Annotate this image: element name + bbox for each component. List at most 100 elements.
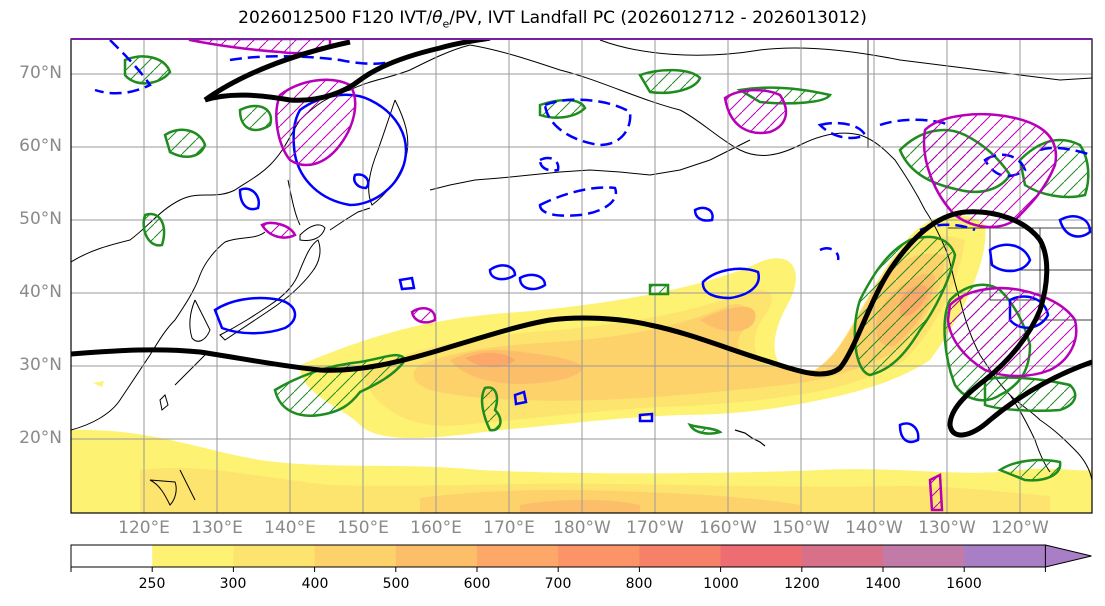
ivt-band-south-500 <box>520 499 640 513</box>
coast-aleutians <box>429 139 751 191</box>
colorbar-segment <box>720 545 803 567</box>
lon-label-140w: 140°W <box>845 518 903 538</box>
pv-magenta-8 <box>928 473 944 512</box>
pv-blue-13 <box>353 173 370 190</box>
coast-china <box>71 231 266 431</box>
theta-e-region-3 <box>853 235 957 377</box>
pv-blue-15 <box>638 412 654 423</box>
colorbar-segment <box>152 545 234 567</box>
colorbar-segment <box>964 545 1046 567</box>
theta-e-region-16 <box>687 422 723 435</box>
lon-label-130w: 130°W <box>918 518 976 538</box>
ivt-colorbar <box>70 544 1092 572</box>
pv-blue-7 <box>693 206 714 222</box>
philippines <box>149 469 196 506</box>
colorbar-segment <box>314 545 397 567</box>
pv-blue-5 <box>518 273 547 291</box>
pv-magenta-contours <box>188 39 1078 512</box>
pv-blue-12 <box>238 187 261 211</box>
colorbar-segment <box>71 545 153 567</box>
colorbar-label-400: 400 <box>301 576 329 592</box>
pv-blue-9 <box>988 243 1032 273</box>
hawaii <box>734 429 766 447</box>
theta-e-region-15 <box>997 458 1062 482</box>
figure-title: 2026012500 F120 IVT/θe/PV, IVT Landfall … <box>238 8 867 31</box>
ivt-landfall-pc-line <box>71 39 1092 438</box>
colorbar-segment <box>395 545 478 567</box>
lon-label-130e: 130°E <box>191 518 243 538</box>
taiwan <box>159 394 169 411</box>
colorbar-segment <box>233 545 316 567</box>
pc-line-northwest <box>203 39 351 103</box>
lon-label-120w: 120°W <box>991 518 1049 538</box>
pv-blue-2 <box>213 296 297 335</box>
colorbar-label-1000: 1000 <box>703 576 739 592</box>
pv-blue-3 <box>701 267 761 300</box>
colorbar-label-600: 600 <box>463 576 491 592</box>
pv-magenta-3 <box>922 112 1058 229</box>
theta-e-region-2 <box>480 386 502 432</box>
lon-label-160e: 160°E <box>410 518 462 538</box>
coast-hokkaido <box>299 224 326 241</box>
lon-label-150e: 150°E <box>337 518 389 538</box>
colorbar-label-250: 250 <box>138 576 166 592</box>
colorbar-segment <box>477 545 559 567</box>
colorbar-label-300: 300 <box>219 576 247 592</box>
theta-e-region-11 <box>238 104 273 132</box>
coast-sakhalin <box>287 179 301 226</box>
pv-blue-4 <box>488 264 517 281</box>
pc-line-main <box>71 209 1092 438</box>
ryukyu <box>174 354 206 386</box>
theta-e-region-14 <box>142 212 166 247</box>
pv-magenta-4 <box>946 286 1078 378</box>
pv-blue-6 <box>398 276 416 291</box>
coast-alaska <box>469 44 926 211</box>
ivt-band-north-600 <box>465 352 515 368</box>
lon-label-140e: 140°E <box>264 518 316 538</box>
colorbar-label-1400: 1400 <box>865 576 901 592</box>
coast-japan <box>219 239 321 341</box>
theta-e-region-12 <box>123 55 172 85</box>
pv-blue-dashed-1 <box>538 186 618 217</box>
colorbar-segment <box>558 545 640 567</box>
lat-label-60n: 60°N <box>19 136 62 156</box>
coast-kamchatka <box>368 99 409 206</box>
pv-blue-dashed-4 <box>817 121 867 140</box>
coast-korea <box>189 299 211 342</box>
pv-blue-dashed-8 <box>94 39 152 95</box>
pv-blue-dashed-10 <box>819 247 840 261</box>
lat-label-30n: 30°N <box>19 355 62 375</box>
colorbar-label-1200: 1200 <box>784 576 820 592</box>
colorbar-label-800: 800 <box>625 576 653 592</box>
pv-blue-dashed-2 <box>543 98 632 147</box>
pv-blue-8 <box>898 422 920 444</box>
coast-kurils <box>329 207 371 231</box>
ivt-small-1 <box>93 381 104 387</box>
lat-label-40n: 40°N <box>19 282 62 302</box>
pv-magenta-6 <box>410 307 437 324</box>
coast-alaska-north <box>599 39 1021 76</box>
lat-label-20n: 20°N <box>19 428 62 448</box>
pv-blue-dashed-9 <box>229 55 401 65</box>
lat-label-50n: 50°N <box>19 209 62 229</box>
coast-arctic-islands <box>1019 74 1092 81</box>
pv-magenta-2 <box>723 88 788 135</box>
pv-blue-dashed-3 <box>538 156 560 172</box>
lon-label-160w: 160°W <box>699 518 757 538</box>
pv-blue-14 <box>513 390 528 406</box>
colorbar-segment <box>639 545 722 567</box>
colorbar-segment <box>883 545 965 567</box>
theta-e-region-17 <box>648 283 670 296</box>
colorbar-extend-arrow <box>1044 544 1092 568</box>
lon-label-170w: 170°W <box>626 518 684 538</box>
lat-label-70n: 70°N <box>19 63 62 83</box>
colorbar-label-700: 700 <box>544 576 572 592</box>
lon-label-120e: 120°E <box>118 518 170 538</box>
lon-label-150w: 150°W <box>772 518 830 538</box>
theta-e-region-13 <box>163 128 207 158</box>
pv-magenta-7 <box>260 221 297 239</box>
lon-label-170e: 170°E <box>483 518 535 538</box>
pc-line-north <box>204 39 491 103</box>
colorbar-segment <box>801 545 884 567</box>
